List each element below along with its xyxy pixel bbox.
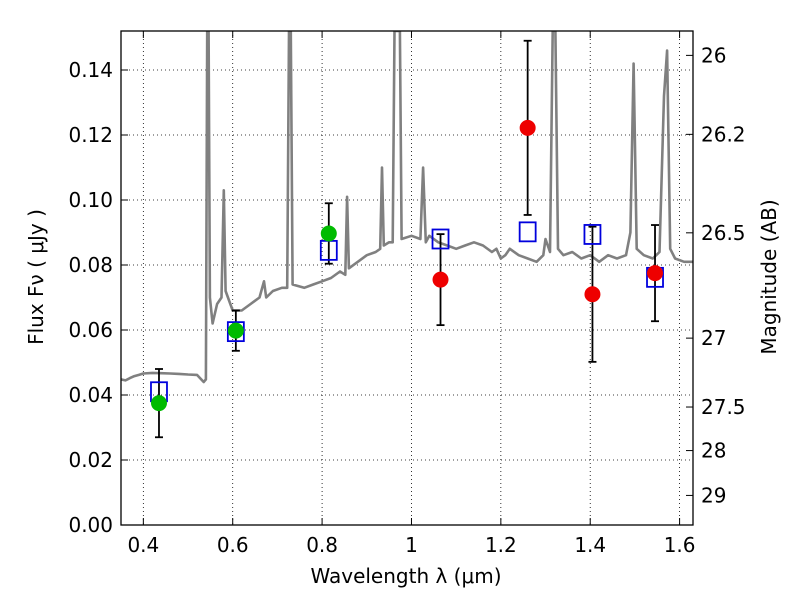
y-tick-label: 0.02: [68, 448, 113, 472]
y-tick-label: 0.06: [68, 318, 113, 342]
model-photometry-square: [583, 224, 602, 245]
x-tick-label: 1.4: [574, 533, 606, 557]
observed-flux-point: [150, 395, 167, 412]
y2-tick-label: 26.2: [701, 122, 746, 146]
x-tick-label: 1: [405, 533, 418, 557]
y2-tick-label: 26: [701, 43, 726, 67]
x-tick-label: 1.2: [485, 533, 517, 557]
y2-tick-label: 26.5: [701, 221, 746, 245]
observed-flux-point: [432, 271, 449, 288]
y-tick-label: 0.14: [68, 58, 113, 82]
y2-tick-label: 27.5: [701, 395, 746, 419]
model-spectrum: [121, 31, 693, 384]
observed-flux-point: [227, 322, 244, 339]
observed-flux-point: [647, 265, 664, 282]
model-photometry-square: [226, 321, 245, 343]
y2-tick-label: 27: [701, 326, 726, 350]
x-tick-label: 0.4: [127, 533, 159, 557]
x-tick-label: 0.8: [306, 533, 338, 557]
observed-flux-point: [519, 119, 536, 136]
y-tick-label: 0.08: [68, 253, 113, 277]
observed-flux-point: [584, 286, 601, 303]
y-tick-label: 0.00: [68, 513, 113, 537]
y2-axis-label: Magnitude (AB): [757, 199, 781, 354]
plot-frame: [120, 30, 694, 526]
y-tick-label: 0.10: [68, 188, 113, 212]
y2-tick-label: 28: [701, 439, 726, 463]
data-markers: [150, 39, 664, 439]
y-tick-label: 0.12: [68, 123, 113, 147]
observed-flux-point: [320, 225, 337, 242]
x-tick-label: 1.6: [664, 533, 696, 557]
spectrum-line: [121, 31, 693, 384]
y-tick-label: 0.04: [68, 383, 113, 407]
x-axis-label: Wavelength λ (μm): [310, 564, 501, 588]
y2-tick-label: 29: [701, 483, 726, 507]
model-photometry-square: [518, 221, 537, 243]
model-photometry-square: [431, 228, 450, 250]
y-axis-label: Flux Fν ( μJy ): [24, 209, 48, 345]
plot-area: [121, 31, 693, 439]
grid-lines: [121, 31, 693, 525]
x-tick-label: 0.6: [217, 533, 249, 557]
axis-ticks: 0.4 0.6 0.8 1 1.2 1.4 1.6 0.00 0.02 0.04 0.06 0.08 0…: [68, 31, 746, 557]
